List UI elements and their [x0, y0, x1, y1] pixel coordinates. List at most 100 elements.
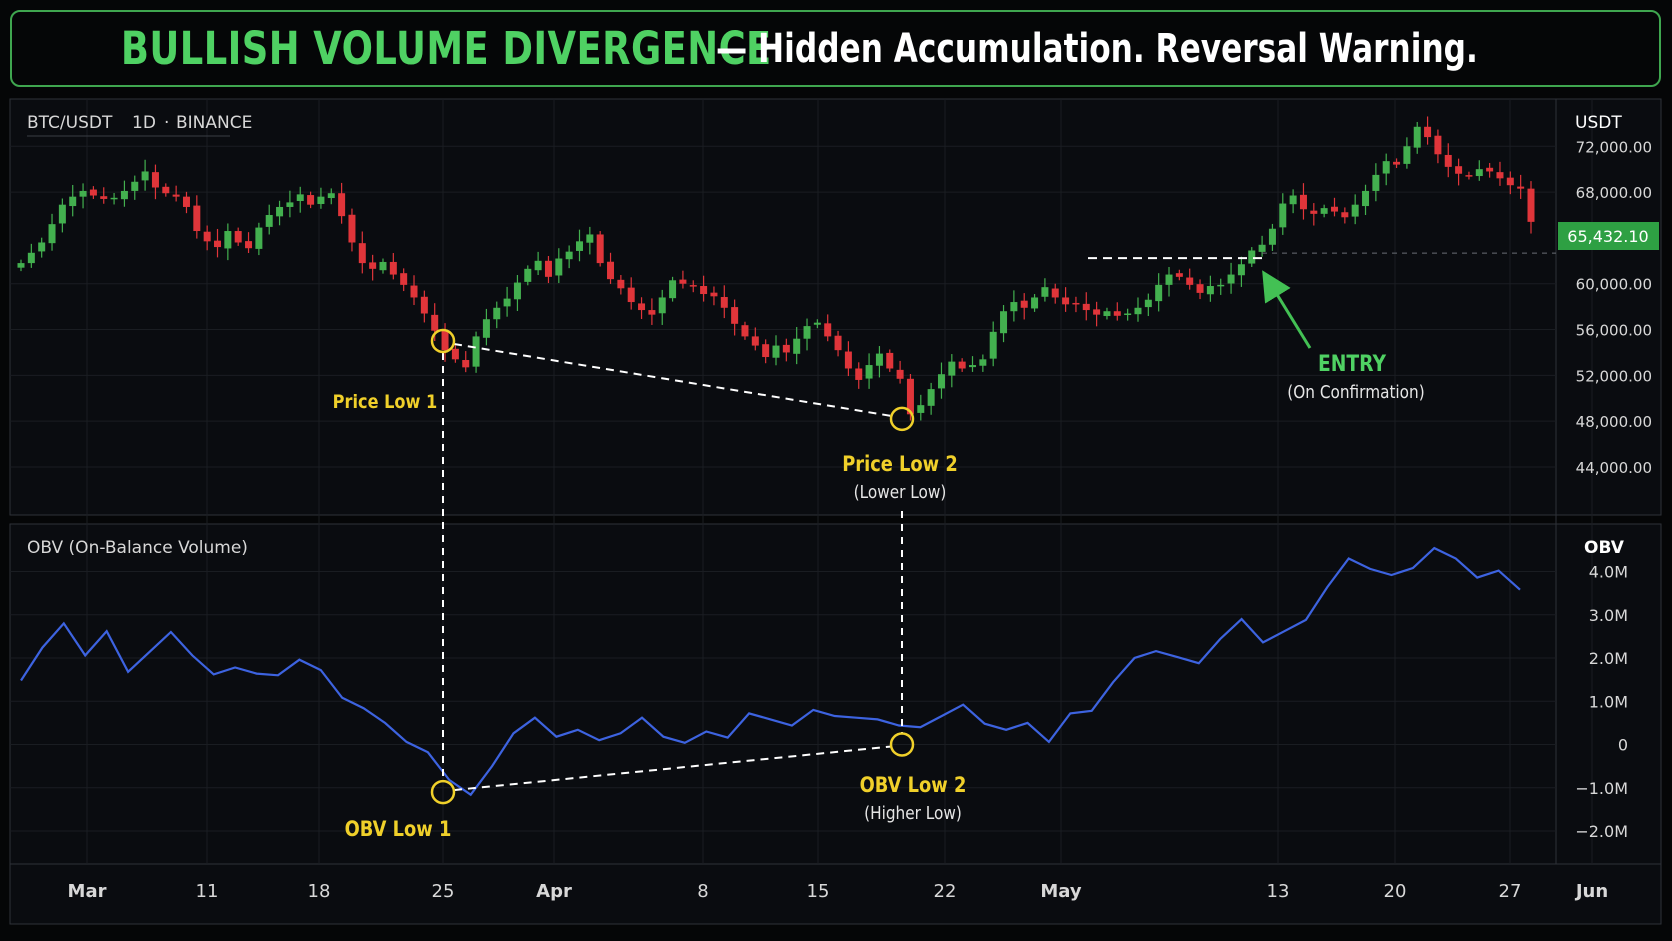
candle-body — [782, 344, 790, 353]
obv-tick-label: 2.0M — [1589, 649, 1628, 668]
price-panel — [9, 98, 1662, 516]
time-tick-label: 13 — [1267, 881, 1290, 902]
candle-body — [948, 361, 956, 376]
chart-title-main: BULLISH VOLUME DIVERGENCE — [121, 22, 772, 75]
candle-body — [1341, 212, 1349, 218]
candle-body — [358, 243, 366, 264]
candle-body — [1175, 273, 1183, 277]
candle-body — [1279, 203, 1287, 228]
candle-body — [110, 197, 118, 200]
candle-body — [131, 181, 139, 191]
candle-body — [762, 344, 770, 358]
candle-body — [296, 194, 304, 202]
candle-body — [1144, 299, 1152, 308]
candle-body — [286, 202, 294, 207]
candle-body — [451, 348, 459, 360]
candle-body — [369, 262, 377, 269]
candle-body — [813, 322, 821, 325]
candle-body — [772, 345, 780, 358]
candle-body — [1155, 284, 1163, 302]
candlestick-series — [17, 116, 1535, 421]
candle-body — [141, 171, 149, 181]
candle-body — [441, 330, 449, 351]
candle-body — [731, 307, 739, 324]
candle-body — [1455, 166, 1463, 174]
separator-dot: · — [164, 113, 169, 133]
candle-body — [100, 196, 108, 199]
chart-title-banner: BULLISH VOLUME DIVERGENCE — Hidden Accum… — [10, 10, 1661, 87]
candle-body — [1010, 302, 1018, 312]
candle-body — [906, 378, 914, 415]
candle-body — [751, 336, 759, 346]
candle-body — [1165, 274, 1173, 285]
candle-body — [1051, 288, 1059, 298]
symbol-label[interactable]: BTC/USDT — [27, 113, 113, 133]
candle-body — [534, 260, 542, 271]
candle-body — [224, 231, 232, 249]
exchange-label[interactable]: BINANCE — [176, 113, 252, 133]
candle-body — [1093, 309, 1101, 315]
candle-body — [79, 190, 87, 197]
candle-body — [1517, 186, 1525, 189]
candle-body — [1082, 303, 1090, 311]
candle-body — [575, 241, 583, 251]
time-tick-label: 22 — [934, 881, 957, 902]
interval-label[interactable]: 1D — [132, 113, 156, 133]
candle-body — [1237, 264, 1245, 276]
candle-body — [255, 227, 263, 249]
obv-low-2-marker — [889, 732, 915, 757]
candle-body — [855, 368, 863, 380]
price-low-2-label: Price Low 2 — [842, 452, 958, 477]
candle-body — [793, 338, 801, 354]
candle-body — [1444, 154, 1452, 167]
candle-body — [162, 186, 170, 194]
candle-body — [648, 310, 656, 315]
candle-body — [937, 374, 945, 389]
candle-body — [1506, 177, 1514, 186]
candle-body — [276, 206, 284, 217]
candle-body — [979, 359, 987, 366]
candle-body — [1206, 286, 1214, 295]
price-tick-label: 68,000.00 — [1576, 184, 1652, 202]
entry-sublabel: (On Confirmation) — [1287, 381, 1424, 403]
candle-body — [958, 361, 966, 369]
time-tick-label: 25 — [432, 881, 455, 902]
candle-body — [875, 353, 883, 366]
candle-body — [658, 297, 666, 314]
time-tick-label: 8 — [697, 881, 708, 902]
candle-body — [741, 325, 749, 337]
candle-body — [1320, 208, 1328, 214]
candle-body — [989, 331, 997, 359]
divergence-overlay — [430, 252, 1556, 805]
candle-body — [400, 273, 408, 285]
candle-body — [679, 279, 687, 284]
candle-body — [1227, 274, 1235, 284]
candle-body — [1434, 135, 1442, 155]
candle-body — [969, 365, 977, 368]
candle-body — [638, 303, 646, 311]
price-axis-ticks: 72,000.00 68,000.00 60,000.00 56,000.00 52,0… — [1576, 138, 1652, 477]
candle-body — [1393, 161, 1401, 165]
candle-body — [689, 285, 697, 287]
candle-body — [420, 296, 428, 314]
candle-body — [896, 369, 904, 379]
candle-body — [1248, 250, 1256, 264]
candle-body — [410, 285, 418, 298]
candle-body — [1258, 244, 1266, 252]
candle-body — [1382, 161, 1390, 174]
candle-body — [1186, 277, 1194, 285]
obv-low-2-label: OBV Low 2 — [860, 773, 967, 798]
price-low-2-marker — [889, 406, 915, 432]
candle-body — [214, 240, 222, 248]
candle-body — [1475, 169, 1483, 177]
obv-low-1-label: OBV Low 1 — [345, 817, 452, 842]
candle-body — [1362, 190, 1370, 207]
obv-low-2-sublabel: (Higher Low) — [864, 802, 962, 824]
candle-body — [1403, 146, 1411, 164]
price-tick-label: 44,000.00 — [1576, 459, 1652, 477]
entry-label: ENTRY — [1318, 351, 1386, 377]
candle-body — [89, 189, 97, 196]
candle-body — [596, 234, 604, 264]
obv-tick-label: −2.0M — [1575, 822, 1628, 841]
